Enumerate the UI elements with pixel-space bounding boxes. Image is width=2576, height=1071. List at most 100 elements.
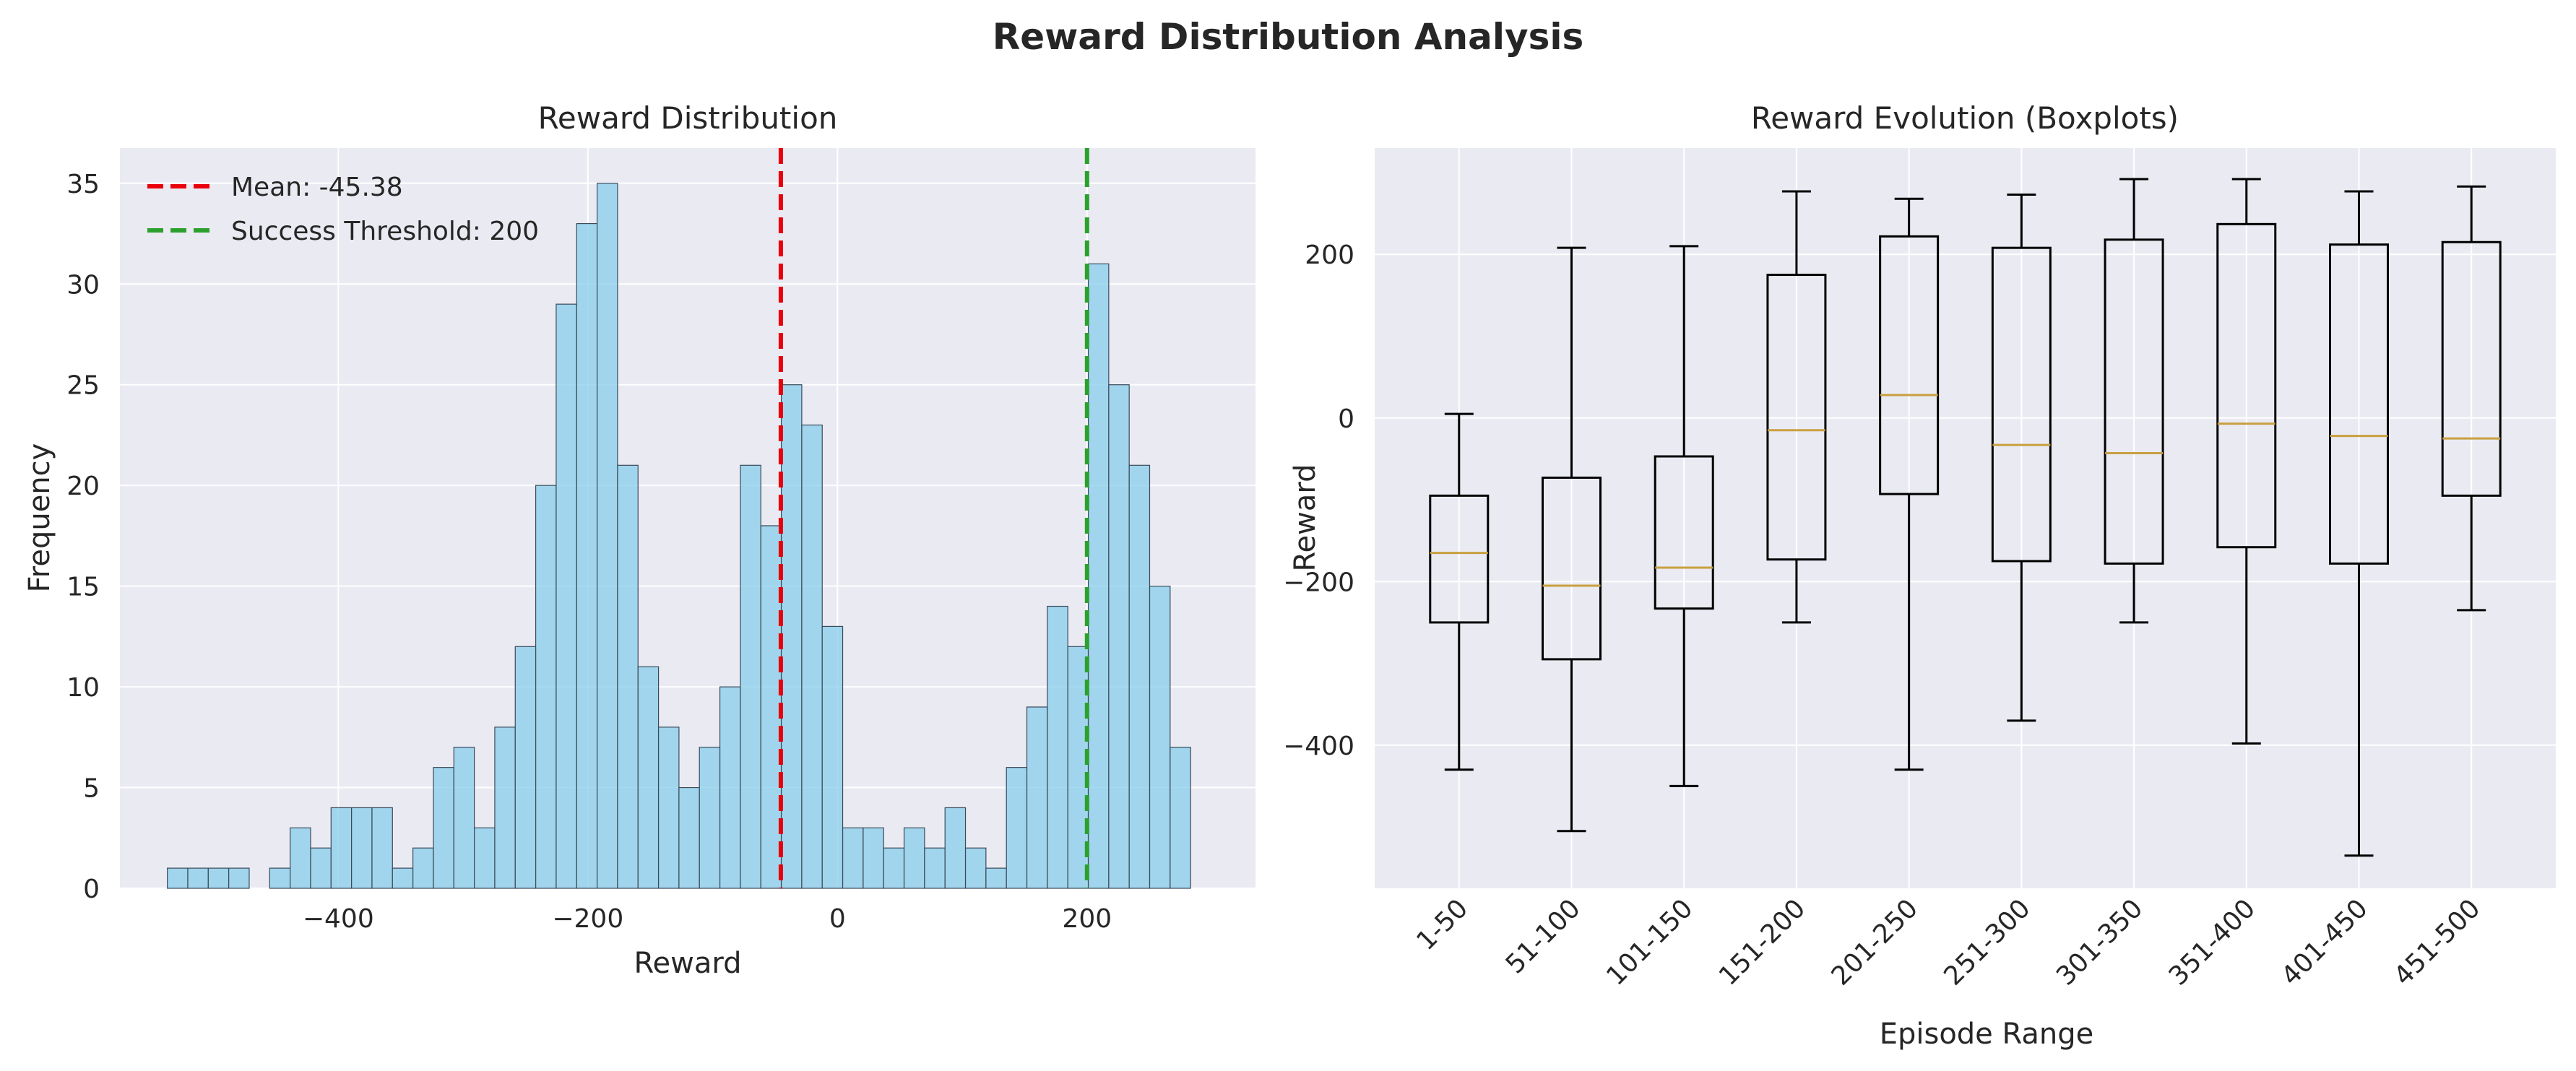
boxplot-y-tick-label: 0 [1338, 404, 1354, 434]
histogram-bar [1087, 263, 1110, 889]
histogram-bar [944, 807, 967, 889]
histogram-y-tick-label: 10 [66, 673, 100, 703]
histogram-bar [678, 786, 700, 889]
histogram-bar [964, 847, 987, 889]
boxplot-box-group [1991, 194, 2052, 722]
boxplot-box [2216, 222, 2277, 549]
histogram-bar [371, 807, 393, 889]
histogram-bar [1170, 747, 1191, 889]
boxplot-axes: 1-50 51-100 101-150 151-200 201-250 251-300 30… [1283, 100, 2556, 1051]
boxplot-x-label: Episode Range [1880, 1018, 2094, 1051]
histogram-bar [699, 747, 721, 889]
boxplot-box-group [2216, 178, 2277, 745]
histogram-bar [1108, 384, 1130, 889]
boxplot-y-tick-label: −400 [1283, 732, 1354, 761]
histogram-bar [617, 464, 639, 889]
histogram-bar [740, 464, 761, 889]
legend-entry-label: Mean: -45.38 [231, 173, 403, 202]
histogram-y-tick-label: 30 [66, 270, 100, 300]
boxplot-x-tick-label: 301-350 [2051, 893, 2148, 991]
boxplot-box-group [2329, 190, 2389, 857]
histogram-bar [556, 303, 577, 889]
histogram-bar [985, 867, 1007, 889]
histogram-bar [207, 867, 230, 889]
histogram-bar [637, 666, 660, 889]
boxplot-y-label: Reward [1289, 464, 1322, 572]
histogram-bar [863, 827, 884, 889]
boxplot-box-group [1879, 197, 1940, 771]
boxplot-box-group [1654, 245, 1714, 787]
histogram-x-tick-label: −200 [552, 904, 623, 934]
boxplot-box-group [1542, 246, 1602, 833]
boxplot-boxes [1429, 178, 2502, 857]
histogram-bar [351, 807, 373, 889]
histogram-bar [801, 424, 823, 889]
boxplot-grid [1375, 148, 2556, 888]
boxplot-x-tick-label: 401-450 [2276, 893, 2374, 991]
histogram-bar [310, 847, 332, 889]
histogram-x-tick-label: 0 [829, 904, 846, 934]
histogram-bar [187, 867, 209, 889]
histogram-bar [903, 827, 925, 889]
boxplot-box-group [2441, 185, 2502, 612]
histogram-bar [1006, 767, 1028, 889]
histogram-bar [269, 867, 291, 889]
histogram-title: Reward Distribution [538, 100, 838, 136]
boxplot-box [1991, 246, 2052, 563]
histogram-y-tick-label: 0 [83, 875, 100, 904]
histogram-bar [924, 847, 946, 889]
boxplot-box-group [1429, 412, 1490, 771]
histogram-y-tick-label: 15 [66, 573, 100, 602]
histogram-x-tick-label: 200 [1062, 904, 1112, 934]
histogram-bar [596, 183, 618, 889]
boxplot-y-tick-label: 200 [1305, 240, 1354, 270]
histogram-bar [453, 747, 475, 889]
boxplot-box [1429, 494, 1490, 624]
histogram-axes: −400 −200 0 200 0 5 10 15 20 25 30 35 Reward Distr… [23, 100, 1255, 980]
histogram-bar [392, 867, 414, 889]
histogram-bar [760, 525, 782, 889]
histogram-bar [1149, 586, 1171, 889]
boxplot-y-tick-label: −200 [1283, 568, 1354, 597]
histogram-bar [883, 847, 905, 889]
histogram-y-ticks: 0 5 10 15 20 25 30 35 [66, 170, 100, 904]
histogram-bar [494, 727, 516, 889]
histogram-bar [719, 686, 741, 889]
histogram-y-tick-label: 35 [66, 170, 100, 199]
histogram-bar [290, 827, 311, 889]
boxplot-x-tick-label: 51-100 [1500, 893, 1586, 979]
histogram-bar [474, 827, 496, 889]
histogram-x-label: Reward [634, 947, 742, 980]
histogram-y-label: Frequency [23, 443, 56, 593]
histogram-bars [167, 183, 1191, 889]
boxplot-x-tick-label: 201-250 [1826, 893, 1924, 991]
boxplot-box [2329, 243, 2389, 565]
boxplot-box [2104, 238, 2164, 565]
boxplot-x-tick-label: 251-300 [1938, 893, 2036, 991]
boxplot-box [1542, 476, 1602, 661]
figure-title: Reward Distribution Analysis [993, 16, 1584, 58]
histogram-bar [167, 867, 189, 889]
boxplot-x-tick-label: 1-50 [1411, 893, 1474, 956]
histogram-bar [842, 827, 864, 889]
reference-lines [778, 148, 1089, 888]
boxplot-box [1766, 274, 1827, 561]
histogram-x-tick-label: −400 [303, 904, 374, 934]
boxplot-y-ticks: −400 −200 0 200 [1283, 240, 1354, 761]
histogram-bar [412, 847, 434, 889]
histogram-bar [433, 767, 454, 889]
histogram-bar [1047, 605, 1068, 889]
boxplot-box-group [2104, 178, 2164, 624]
histogram-bar [535, 485, 557, 889]
boxplot-x-tick-label: 151-200 [1713, 893, 1811, 991]
histogram-bar [1026, 706, 1048, 889]
histogram-y-tick-label: 25 [66, 371, 100, 401]
histogram-bar [821, 625, 844, 889]
boxplot-x-tick-label: 451-500 [2388, 893, 2486, 991]
histogram-bar [228, 867, 250, 889]
histogram-bar [780, 384, 803, 889]
boxplot-x-tick-label: 101-150 [1601, 893, 1698, 991]
histogram-bar [657, 727, 680, 889]
boxplot-box [1654, 455, 1714, 610]
histogram-y-tick-label: 5 [83, 774, 100, 804]
